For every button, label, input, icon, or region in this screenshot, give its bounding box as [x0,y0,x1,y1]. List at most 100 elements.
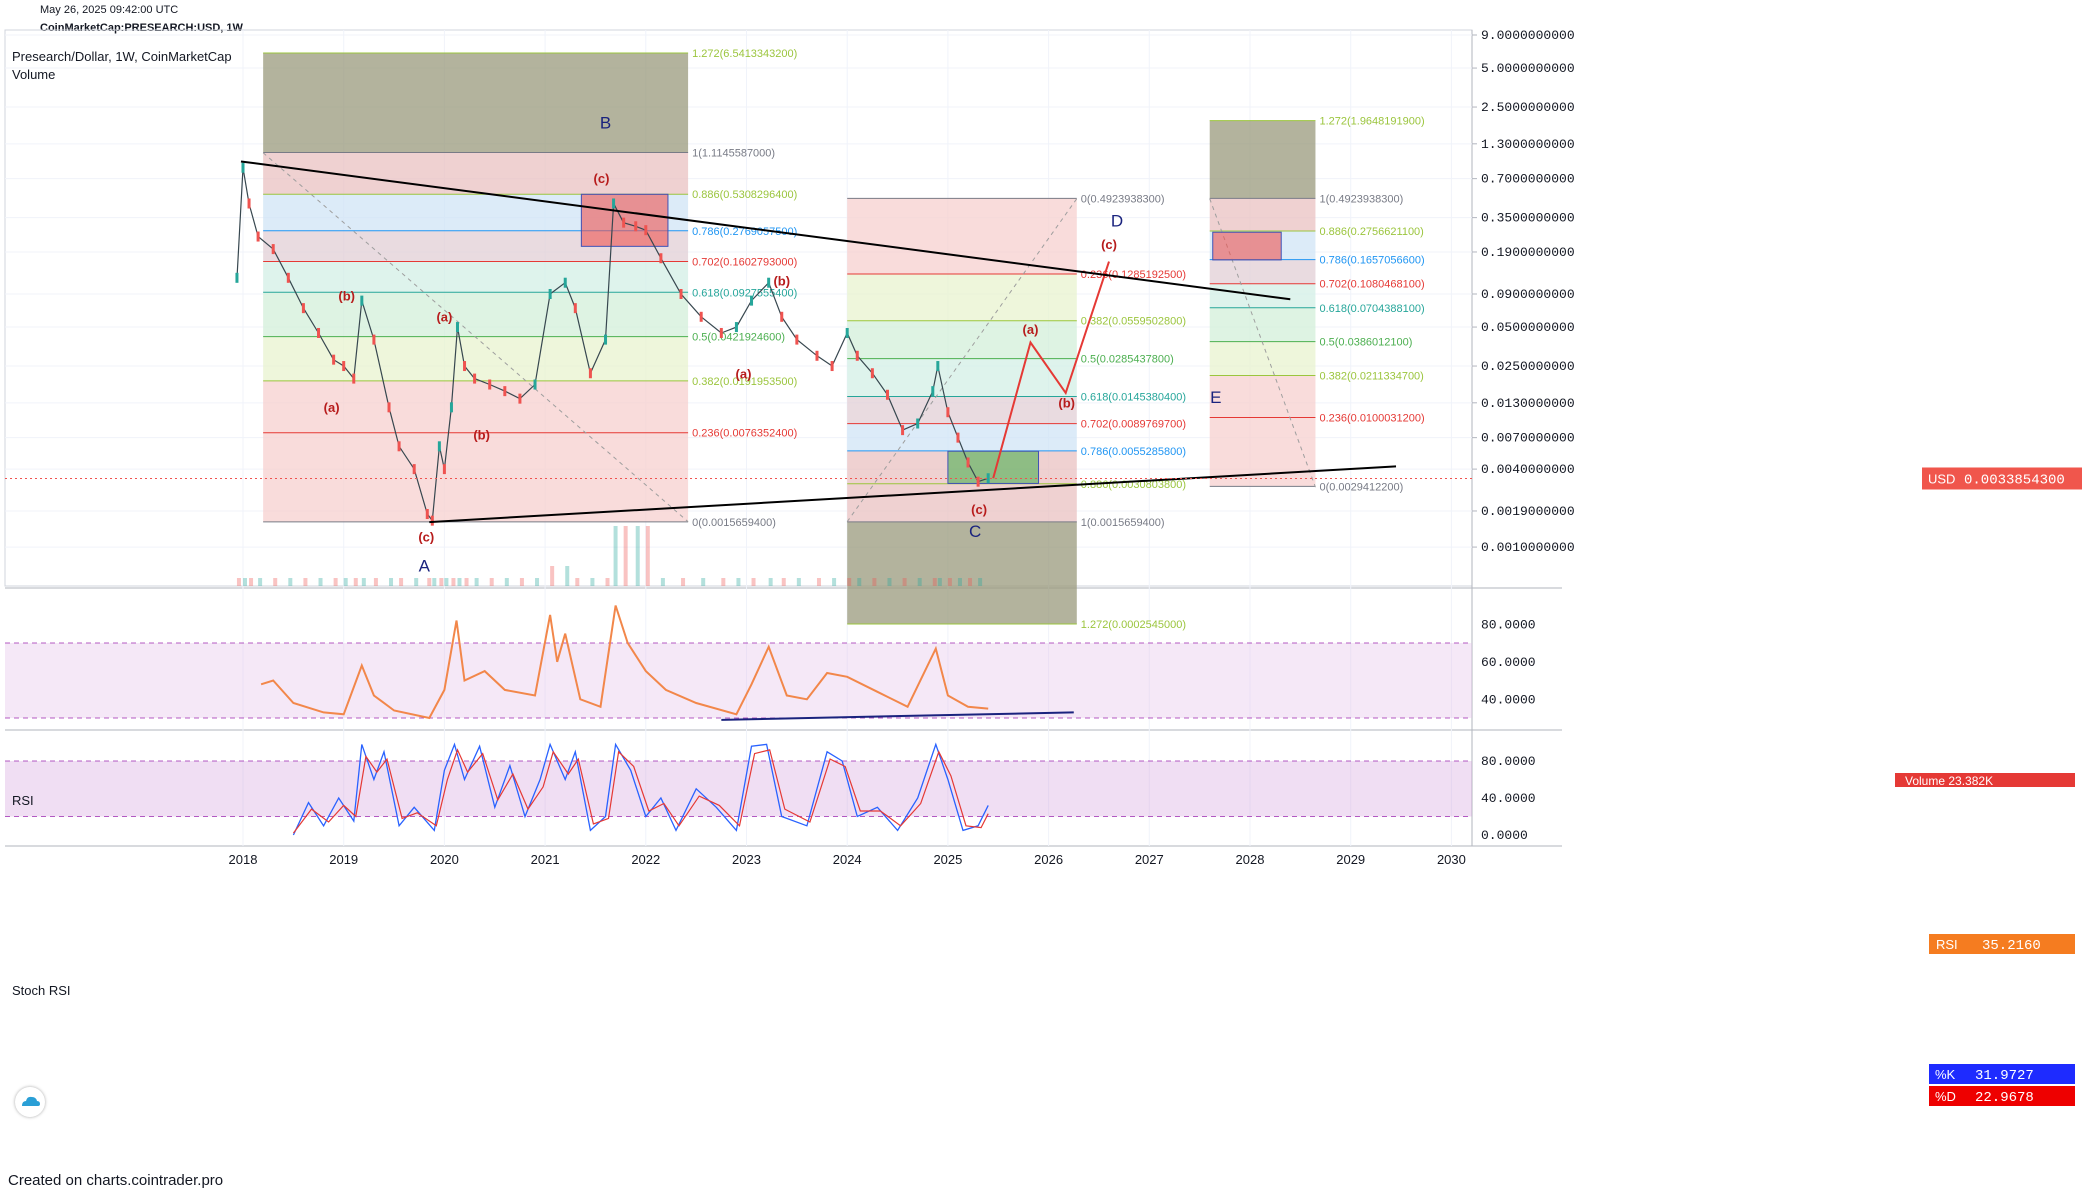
rsi-line [260,605,989,720]
price-candle [286,272,290,283]
price-candle [430,515,434,526]
price-candle [437,441,441,452]
wave-label: (c) [594,171,610,186]
fib-left-level-label: 0(0.0015659400) [692,517,776,529]
price-candle [845,327,849,338]
volume-bar [333,578,338,586]
wave-label: (c) [971,502,987,517]
rsi-trendline [721,711,1074,721]
fib-mid-zone [847,483,1077,522]
price-candle [271,244,275,255]
wave-label: (b) [473,427,490,442]
wave-label: (c) [1101,237,1117,252]
last-price-label: USD [1928,471,1955,486]
app-logo [15,1087,45,1117]
price-candle [966,457,970,468]
volume-bar [781,578,786,586]
price-candle [488,379,492,390]
wave-labels: B A C D E (c) (b) (a) (c) (a) (b) (b) (a) (c) (a) (b) (c… [324,114,1222,576]
volume-bar [575,578,580,586]
projection-path [992,261,1110,479]
wave-label: B [600,114,611,133]
rsi-tick-label: 60.0000 [1481,655,1536,670]
y-tick-label: 0.1900000000 [1481,245,1575,260]
timestamp: May 26, 2025 09:42:00 UTC [40,4,179,16]
price-candle [767,277,771,288]
stoch-tick-label: 40.0000 [1481,791,1536,806]
price-candle [342,361,346,372]
price-candle [352,373,356,384]
fib-right-level-label: 0.618(0.0704388100) [1319,303,1424,315]
volume-bar [373,578,378,586]
wave-label: (b) [338,289,355,304]
volume-badge [1895,773,2075,787]
stoch-tick-label: 80.0000 [1481,754,1536,769]
fib-right-level-label: 0.702(0.1080468100) [1319,279,1424,291]
volume-bars [236,526,983,586]
volume-bar [796,578,801,586]
volume-bar [768,578,773,586]
x-tick-label: 2028 [1236,852,1265,867]
stoch-k-line [292,742,989,836]
fib-mid-level-label: 1(0.0015659400) [1081,517,1165,529]
price-candle [901,425,905,436]
price-candle [563,277,567,288]
volume-bar [550,566,555,586]
x-tick-label: 2023 [732,852,761,867]
price-candle [780,311,784,322]
wave-label: (c) [418,530,434,545]
fib-left-zone [263,52,689,153]
rsi-badge-value: 35.2160 [1982,938,2041,954]
stoch-tick-label: 0.0000 [1481,828,1528,843]
price-candle [976,476,980,487]
price-candle [397,441,401,452]
symbol-label: CoinMarketCap:PRESEARCH:USD, 1W [40,22,243,34]
chart-title: Presearch/Dollar, 1W, CoinMarketCap [12,49,232,64]
wave-label: (a) [1023,322,1039,337]
fib-right-level-label: 0.382(0.0211334700) [1319,370,1423,382]
price-candle [449,402,453,413]
fib-mid-zone [847,198,1077,274]
fib-right-zone [1209,375,1316,418]
price-candle [830,361,834,372]
price-candle [916,418,920,429]
volume-bar [968,578,973,586]
d-badge-name [1929,1086,1965,1106]
price-candle [936,361,940,372]
fib-mid-zone [847,521,1077,625]
volume-bar [932,578,937,586]
x-tick-label: 2021 [531,852,560,867]
fib-mid-level-label: 0(0.4923938300) [1081,193,1165,205]
volume-bar [917,578,922,586]
price-candle [442,464,446,475]
price-candle [503,386,507,397]
x-tick-label: 2026 [1034,852,1063,867]
price-candle [360,295,364,306]
price-candle [634,221,638,232]
price-candle [235,272,239,283]
price-candle [533,379,537,390]
fib-left-level-label: 0.618(0.0927555400) [692,287,797,299]
price-series [235,162,990,526]
y-tick-label: 2.5000000000 [1481,100,1575,115]
trendline [429,465,1397,524]
d-badge-value: 22.9678 [1975,1090,2034,1106]
volume-bar [565,566,570,586]
fib-mid-zone [847,273,1077,321]
cloud-icon [22,1096,40,1106]
y-tick-label: 9.0000000000 [1481,28,1575,43]
price-candle [247,198,251,209]
fib-right-level-label: 1.272(1.9648191900) [1319,116,1424,128]
d-badge [1965,1086,2075,1106]
volume-bar [701,578,706,586]
volume-bar [590,578,595,586]
fib-left-level-label: 0.786(0.2769057500) [692,226,797,238]
footer-credit: Created on charts.cointrader.pro [8,1172,224,1189]
volume-bar [957,578,962,586]
volume-bar [519,578,524,586]
y-tick-label: 0.0500000000 [1481,320,1575,335]
fib-mid-level-label: 1.272(0.0002545000) [1081,619,1186,631]
volume-bar [721,578,726,586]
volume-bar [439,578,444,586]
